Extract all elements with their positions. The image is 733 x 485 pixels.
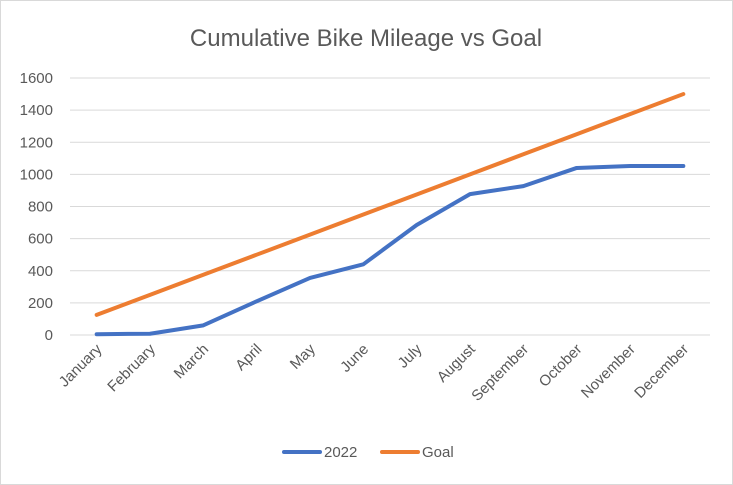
x-tick-label: March — [171, 341, 212, 382]
x-tick-label: May — [287, 340, 319, 372]
chart-title: Cumulative Bike Mileage vs Goal — [190, 25, 542, 52]
x-tick-label: January — [56, 340, 106, 390]
series-lines — [94, 92, 686, 337]
y-axis-ticks: 0 200 400 600 800 1000 1200 1400 1600 — [20, 70, 53, 344]
y-tick-label: 400 — [28, 263, 53, 280]
x-tick-label: July — [395, 340, 426, 371]
x-tick-label: August — [434, 340, 480, 386]
y-tick-label: 200 — [28, 295, 53, 312]
x-tick-label: October — [536, 341, 586, 391]
series-line-2022 — [94, 164, 686, 337]
y-tick-label: 1400 — [20, 102, 53, 119]
legend-label: Goal — [422, 444, 454, 461]
legend-label: 2022 — [324, 444, 357, 461]
y-tick-label: 0 — [45, 327, 53, 344]
x-tick-label: November — [578, 341, 639, 402]
y-tick-label: 600 — [28, 231, 53, 248]
x-tick-label: April — [232, 341, 265, 374]
x-tick-label: February — [104, 340, 159, 395]
y-tick-label: 800 — [28, 199, 53, 216]
gridlines — [70, 77, 710, 336]
x-tick-label: September — [468, 341, 532, 405]
x-tick-label: June — [337, 341, 372, 376]
x-tick-label: December — [631, 341, 692, 402]
y-tick-label: 1200 — [20, 134, 53, 151]
y-tick-label: 1000 — [20, 166, 53, 183]
y-tick-label: 1600 — [20, 70, 53, 87]
legend: 2022 Goal — [282, 444, 454, 461]
series-line-goal — [94, 92, 686, 317]
